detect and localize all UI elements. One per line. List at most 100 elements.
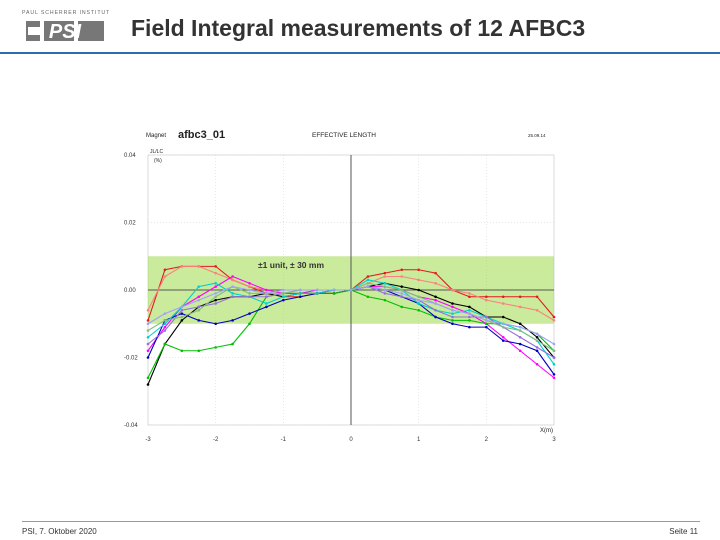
data-point [146,335,150,339]
data-point [383,271,387,275]
date-label: 25.09.14 [528,133,546,138]
data-point [265,295,268,299]
data-point [485,325,488,329]
x-tick-label: 0 [349,437,353,443]
data-point [434,315,437,319]
data-point [214,292,217,295]
data-point [248,285,251,288]
data-point [535,362,539,366]
data-point [518,349,522,353]
data-point [231,275,234,278]
data-point [400,275,404,278]
data-point [163,275,167,278]
data-point [366,285,370,288]
footer-page: Seite 11 [669,527,698,536]
logo-text: PAUL SCHERRER INSTITUT [22,10,111,16]
x-axis-label: X(m) [540,428,553,434]
data-point [485,319,488,322]
data-point [451,302,454,305]
footer-divider [22,521,700,522]
data-point [417,278,420,282]
data-point [417,302,420,305]
data-point [231,319,234,322]
data-point [485,295,488,299]
data-point [214,281,217,285]
data-point [366,281,370,285]
y-axis-label: JL/LC [150,149,163,155]
data-point [180,315,184,319]
data-point [518,325,522,329]
data-point [180,349,184,353]
data-point [214,285,217,288]
slide-title: Field Integral measurements of 12 AFBC3 [131,15,586,41]
data-point [501,302,505,305]
x-tick-label: -2 [213,437,219,443]
chart-labels: -3 -2 -1 0 1 2 3 0.04 0.02 0.00 -0.02 -0.04 Magnet af… [124,129,556,443]
data-point [197,319,201,322]
data-point [400,305,404,309]
data-point [146,308,150,312]
data-point [468,319,471,322]
data-point [366,275,370,278]
band-label: ±1 unit, ± 30 mm [258,260,324,270]
data-point [248,292,251,295]
data-point [248,295,251,299]
data-point [146,322,150,326]
data-point [231,285,234,288]
data-point [282,288,285,292]
data-point [485,322,488,326]
data-point [468,295,471,299]
data-point [214,265,217,268]
magnet-label: Magnet [146,133,166,139]
data-point [535,346,539,349]
data-point [518,295,522,299]
data-point [451,312,454,315]
data-point [518,342,522,346]
data-point [248,288,251,292]
psi-logo: PAUL SCHERRER INSTITUT PSI [22,10,111,44]
data-point [383,292,387,295]
data-point [468,325,471,329]
data-point [163,325,167,329]
x-tick-label: 2 [485,437,489,443]
data-point [451,322,454,326]
y-tick-label: 0.04 [124,153,136,159]
data-point [417,308,420,312]
data-point [248,322,251,326]
data-point [468,292,471,295]
data-point [146,356,150,359]
data-point [197,295,201,299]
data-point [180,305,184,309]
data-point [451,315,454,319]
data-point [451,319,454,322]
data-point [146,329,150,332]
data-point [552,349,556,353]
magnet-name: afbc3_01 [178,129,225,141]
footer-date: PSI, 7. Oktober 2020 [22,527,97,536]
data-point [180,312,184,315]
logo-mark-text: PSI [49,21,82,43]
data-point [518,305,522,309]
data-point [180,308,184,312]
data-point [332,288,336,292]
x-tick-label: 3 [552,437,556,443]
data-point [552,376,556,380]
data-point [485,298,488,302]
data-point [163,319,167,322]
data-point [163,342,167,346]
data-point [282,298,285,302]
data-point [400,292,404,295]
y-tick-label: -0.02 [124,356,138,362]
data-point [400,288,404,292]
data-point [434,302,437,305]
data-point [552,319,556,322]
data-point [197,349,201,353]
data-point [468,315,471,319]
data-point [214,322,217,326]
data-point [468,305,471,309]
data-point [451,305,454,309]
chart-series [146,265,556,386]
data-point [163,268,167,272]
data-point [366,295,370,299]
data-point [434,308,437,312]
